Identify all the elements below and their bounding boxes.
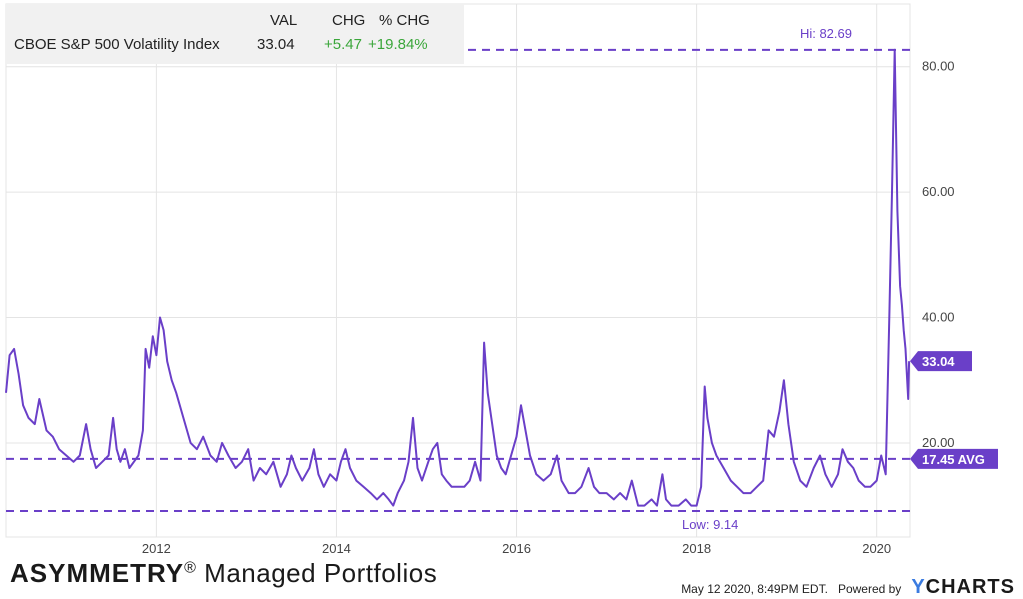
legend-header-val: VAL — [270, 12, 298, 29]
y-tick-label: 20.00 — [922, 435, 955, 450]
plot-frame — [5, 3, 911, 538]
grid-lines — [5, 3, 911, 538]
legend-panel: VAL CHG % CHG CBOE S&P 500 Volatility In… — [6, 4, 464, 64]
ycharts-logo[interactable]: YCHARTS — [911, 576, 1015, 599]
brand-bold-text: ASYMMETRY — [10, 558, 185, 588]
x-tick-label: 2012 — [142, 541, 171, 556]
y-tick-label: 40.00 — [922, 310, 955, 325]
registered-mark: ® — [184, 559, 197, 577]
y-tick-label: 60.00 — [922, 184, 955, 199]
axis-labels: 2012 2014 2016 2018 2020 20.00 40.00 60.00 80.00… — [142, 26, 998, 556]
timestamp: May 12 2020, 8:49PM EDT. — [681, 582, 828, 596]
last-value-text: 33.04 — [922, 354, 955, 369]
legend-change: +5.47 — [324, 36, 362, 53]
y-tick-label: 80.00 — [922, 59, 955, 74]
x-tick-label: 2014 — [322, 541, 351, 556]
x-tick-label: 2020 — [862, 541, 891, 556]
last-value-badge: 33.04 — [910, 351, 972, 372]
low-label: Low: 9.14 — [682, 517, 738, 532]
last-value-bg — [910, 351, 972, 372]
legend-header-pct: % CHG — [379, 12, 430, 29]
ycharts-text: CHARTS — [925, 576, 1015, 598]
legend-pct-change: +19.84% — [368, 36, 428, 53]
legend-header-chg: CHG — [332, 12, 366, 29]
avg-label-badge: 17.45 AVG — [910, 448, 998, 469]
high-label: Hi: 82.69 — [800, 26, 852, 41]
series-group — [5, 48, 911, 507]
ycharts-y: Y — [911, 576, 926, 598]
x-tick-label: 2016 — [502, 541, 531, 556]
avg-label-bg — [910, 448, 998, 469]
legend-value: 33.04 — [257, 36, 295, 53]
vix-series-line — [5, 48, 911, 507]
brand-logo: ASYMMETRY® Managed Portfolios — [10, 558, 437, 589]
brand-rest-text: Managed Portfolios — [196, 558, 438, 588]
footer-attribution: May 12 2020, 8:49PM EDT. Powered by YCHA… — [681, 576, 1015, 599]
legend-series-name: CBOE S&P 500 Volatility Index — [14, 36, 220, 53]
powered-by: Powered by — [837, 582, 902, 596]
avg-label-text: 17.45 AVG — [922, 452, 985, 467]
x-tick-label: 2018 — [682, 541, 711, 556]
